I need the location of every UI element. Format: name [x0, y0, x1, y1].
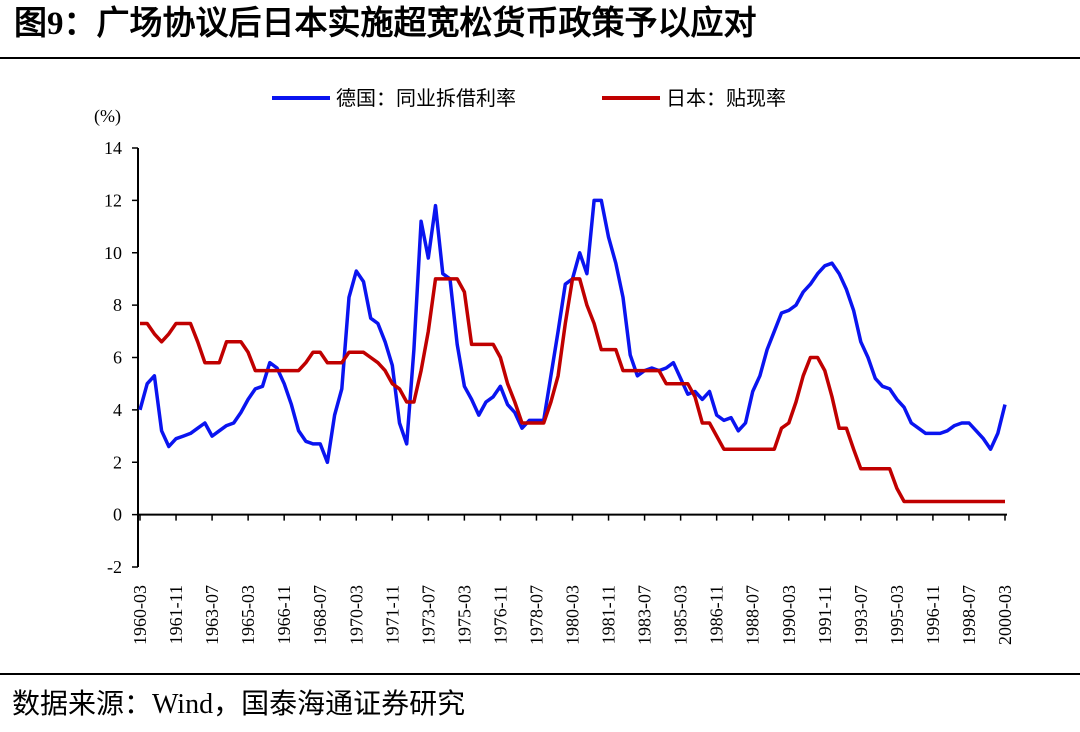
x-tick-label: 1960-03 [130, 585, 150, 645]
y-tick-label: 2 [113, 452, 122, 472]
x-tick-label: 1991-11 [815, 585, 835, 644]
x-tick-label: 1988-07 [743, 585, 763, 645]
y-tick-label: 6 [113, 348, 122, 368]
series-line [138, 198, 1007, 465]
x-tick-label: 1985-03 [671, 585, 691, 645]
x-tick-label: 1961-11 [166, 585, 186, 644]
x-tick-label: 1983-07 [635, 585, 655, 645]
y-tick-label: -2 [107, 557, 122, 577]
x-tick-label: 1973-07 [418, 585, 438, 645]
x-tick-label: 1970-03 [346, 585, 366, 645]
y-unit: (%) [94, 106, 121, 127]
x-tick-label: 1971-11 [382, 585, 402, 644]
x-tick-label: 1980-03 [563, 585, 583, 645]
x-tick-label: 1965-03 [238, 585, 258, 645]
chart-title: 图9：广场协议后日本实施超宽松货币政策予以应对 [14, 4, 757, 42]
x-tick-label: 1975-03 [454, 585, 474, 645]
y-tick-label: 14 [104, 138, 122, 158]
x-tick-label: 1968-07 [310, 585, 330, 645]
series-line [140, 277, 1005, 504]
x-tick-label: 1966-11 [274, 585, 294, 644]
x-tick-label: 1981-11 [599, 585, 619, 644]
legend-label: 日本：贴现率 [666, 87, 786, 110]
x-tick-label: 2000-03 [995, 585, 1015, 645]
x-tick-label: 1993-07 [851, 585, 871, 645]
x-tick-label: 1963-07 [202, 585, 222, 645]
y-tick-label: 8 [113, 295, 122, 315]
x-tick-label: 1978-07 [526, 585, 546, 645]
x-tick-label: 1986-11 [707, 585, 727, 644]
legend-label: 德国：同业拆借利率 [336, 87, 516, 110]
y-tick-label: 4 [113, 400, 122, 420]
x-tick-label: 1990-03 [779, 585, 799, 645]
y-tick-label: 10 [104, 243, 122, 263]
x-tick-label: 1976-11 [490, 585, 510, 644]
x-tick-label: 1998-07 [959, 585, 979, 645]
x-tick-label: 1996-11 [923, 585, 943, 644]
source: 数据来源：Wind，国泰海通证券研究 [12, 688, 465, 720]
y-tick-label: 12 [104, 190, 122, 210]
x-tick-label: 1995-03 [887, 585, 907, 645]
y-tick-label: 0 [113, 505, 122, 525]
